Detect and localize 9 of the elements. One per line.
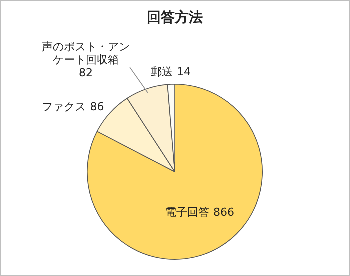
chart-title: 回答方法 xyxy=(146,9,204,27)
slice-label: ファクス xyxy=(42,100,86,114)
data-label: 14 xyxy=(176,65,191,78)
data-label: 86 xyxy=(90,100,104,114)
data-label: 866 xyxy=(214,206,235,220)
slice-label: 電子回答 xyxy=(166,206,210,220)
slice-label: 声のポスト・アンケート回収箱 xyxy=(42,40,130,66)
slice-label: 郵送 xyxy=(150,65,173,78)
data-label: 82 xyxy=(79,66,94,80)
